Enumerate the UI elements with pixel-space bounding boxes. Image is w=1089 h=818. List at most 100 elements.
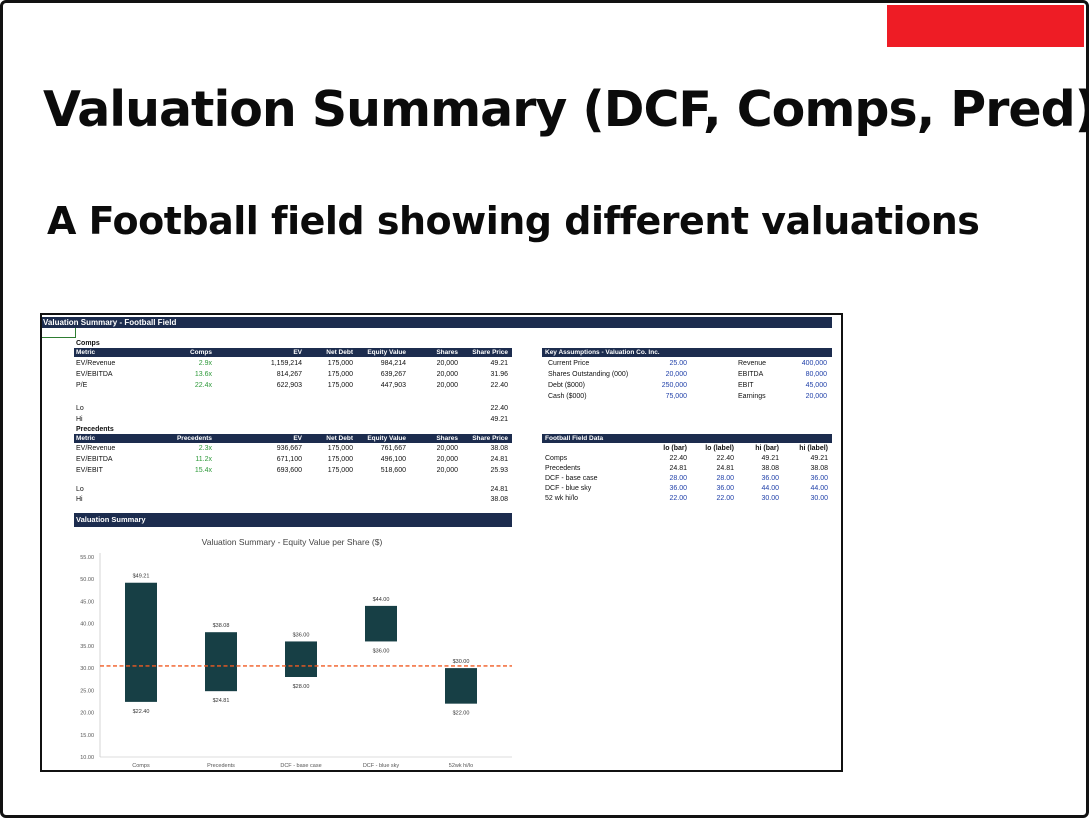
ff-col-2: hi (bar) bbox=[755, 445, 779, 452]
y-tick-label: 25.00 bbox=[80, 688, 94, 694]
bar-hi-label: $49.21 bbox=[133, 574, 150, 580]
comps-section-label: Comps bbox=[76, 340, 100, 347]
comps-cell: P/E bbox=[76, 382, 88, 389]
precedents-col-6: Share Price bbox=[472, 435, 508, 442]
accent-bar bbox=[887, 5, 1084, 47]
x-tick-label: Precedents bbox=[207, 763, 235, 769]
assumptions-header-band bbox=[542, 348, 832, 357]
precedents-cell: EV/Revenue bbox=[76, 445, 116, 452]
assumption-value: 80,000 bbox=[805, 371, 827, 378]
ff-cell: 24.81 bbox=[669, 465, 687, 472]
selected-cell[interactable] bbox=[42, 328, 76, 338]
precedents-cell: 15.4x bbox=[194, 467, 212, 474]
precedents-col-3: Net Debt bbox=[326, 435, 353, 442]
valuation-summary-band-label: Valuation Summary bbox=[76, 515, 146, 524]
ff-col-0: lo (bar) bbox=[663, 445, 687, 452]
precedents-cell: 175,000 bbox=[327, 445, 353, 452]
comps-col-5: Shares bbox=[436, 349, 458, 356]
precedents-cell: EV/EBIT bbox=[76, 467, 103, 474]
comps-lo-label: Lo bbox=[76, 405, 84, 412]
precedents-col-1: Precedents bbox=[176, 435, 212, 442]
precedents-lo-value: 24.81 bbox=[490, 486, 508, 493]
ff-row-label: 52 wk hi/lo bbox=[545, 495, 579, 502]
slide-subtitle: A Football field showing different valua… bbox=[47, 199, 980, 243]
y-tick-label: 35.00 bbox=[80, 644, 94, 650]
ff-row-label: Precedents bbox=[545, 465, 581, 472]
football-field-bar bbox=[205, 632, 237, 692]
y-tick-label: 50.00 bbox=[80, 577, 94, 583]
comps-cell: 447,903 bbox=[380, 382, 406, 389]
assumption-value: 400,000 bbox=[801, 360, 827, 367]
x-tick-label: 52wk hi/lo bbox=[449, 763, 473, 769]
ff-cell: 22.00 bbox=[716, 495, 734, 502]
ff-cell: 44.00 bbox=[810, 485, 828, 492]
assumption-value: 75,000 bbox=[665, 393, 687, 400]
comps-cell: 984,214 bbox=[380, 360, 406, 367]
ff-cell: 30.00 bbox=[810, 495, 828, 502]
comps-lo-value: 22.40 bbox=[490, 405, 508, 412]
comps-cell: 175,000 bbox=[327, 360, 353, 367]
assumption-value: 250,000 bbox=[661, 382, 687, 389]
comps-col-4: Equity Value bbox=[367, 349, 406, 356]
precedents-hi-label: Hi bbox=[76, 496, 83, 503]
ff-cell: 22.40 bbox=[669, 455, 687, 462]
ff-cell: 36.00 bbox=[716, 485, 734, 492]
football-field-header: Football Field Data bbox=[545, 435, 604, 442]
precedents-cell: 518,600 bbox=[380, 467, 406, 474]
assumption-value: 20,000 bbox=[665, 371, 687, 378]
ff-cell: 24.81 bbox=[716, 465, 734, 472]
comps-col-2: EV bbox=[293, 349, 302, 356]
bar-lo-label: $22.00 bbox=[453, 711, 470, 717]
ff-cell: 44.00 bbox=[761, 485, 779, 492]
precedents-cell: 11.2x bbox=[195, 456, 212, 463]
comps-cell: 13.6x bbox=[194, 371, 212, 378]
assumption-label: EBITDA bbox=[738, 371, 764, 378]
ff-cell: 38.08 bbox=[761, 465, 779, 472]
bar-lo-label: $36.00 bbox=[373, 648, 390, 654]
ff-col-1: lo (label) bbox=[705, 445, 734, 452]
assumption-label: Debt ($000) bbox=[548, 382, 585, 389]
comps-cell: 22.40 bbox=[490, 382, 508, 389]
y-tick-label: 10.00 bbox=[80, 755, 94, 761]
ff-cell: 30.00 bbox=[761, 495, 779, 502]
bar-hi-label: $44.00 bbox=[373, 597, 390, 603]
x-tick-label: DCF - base case bbox=[280, 763, 321, 769]
football-field-bar bbox=[365, 605, 397, 642]
assumption-label: Revenue bbox=[738, 360, 767, 367]
y-tick-label: 55.00 bbox=[80, 555, 94, 561]
precedents-cell: 25.93 bbox=[490, 467, 508, 474]
comps-cell: 20,000 bbox=[436, 382, 458, 389]
precedents-cell: 761,667 bbox=[380, 445, 406, 452]
precedents-cell: 20,000 bbox=[436, 445, 458, 452]
ff-cell: 36.00 bbox=[669, 485, 687, 492]
comps-cell: 639,267 bbox=[380, 371, 406, 378]
football-field-bar bbox=[125, 582, 157, 702]
comps-cell: 814,267 bbox=[276, 371, 302, 378]
ff-cell: 28.00 bbox=[669, 475, 687, 482]
x-tick-label: DCF - blue sky bbox=[363, 763, 400, 769]
x-tick-label: Comps bbox=[132, 763, 150, 769]
precedents-col-0: Metric bbox=[76, 435, 96, 442]
assumption-label: Current Price bbox=[548, 360, 590, 367]
comps-cell: 175,000 bbox=[327, 382, 353, 389]
y-tick-label: 20.00 bbox=[80, 711, 94, 717]
comps-cell: 175,000 bbox=[327, 371, 353, 378]
football-field-bar bbox=[285, 641, 317, 677]
comps-cell: 20,000 bbox=[436, 371, 458, 378]
ff-cell: 49.21 bbox=[761, 455, 779, 462]
y-tick-label: 15.00 bbox=[80, 733, 94, 739]
spreadsheet-screenshot: Valuation Summary - Football Field Comps… bbox=[40, 313, 843, 772]
comps-cell: 49.21 bbox=[490, 360, 508, 367]
assumption-label: Earnings bbox=[738, 393, 766, 400]
precedents-cell: 936,667 bbox=[276, 445, 302, 452]
slide-title: Valuation Summary (DCF, Comps, Pred) bbox=[43, 81, 1089, 138]
bar-lo-label: $22.40 bbox=[133, 709, 150, 715]
comps-cell: 1,159,214 bbox=[270, 360, 302, 367]
precedents-col-4: Equity Value bbox=[367, 435, 406, 442]
y-tick-label: 45.00 bbox=[80, 599, 94, 605]
bar-hi-label: $36.00 bbox=[293, 632, 310, 638]
precedents-lo-label: Lo bbox=[76, 486, 84, 493]
ff-row-label: DCF - blue sky bbox=[545, 485, 592, 492]
ff-row-label: DCF - base case bbox=[545, 475, 598, 482]
comps-col-1: Comps bbox=[189, 349, 212, 356]
